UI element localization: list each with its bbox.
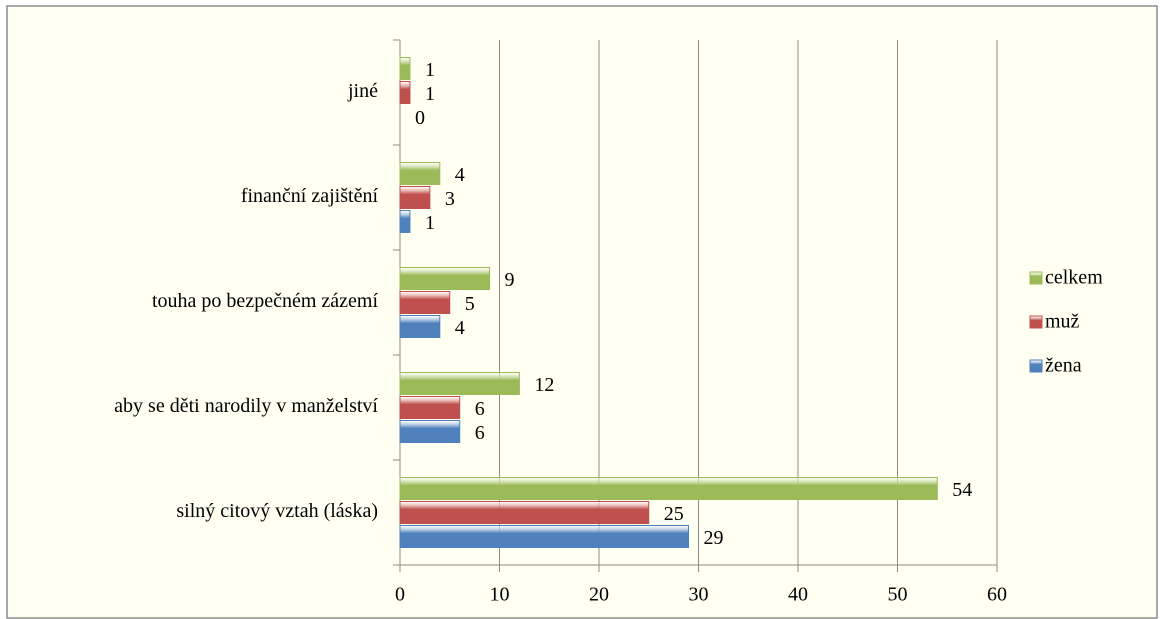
legend-swatch: [1029, 315, 1043, 329]
y-tick-label: jiné: [347, 80, 378, 102]
data-label: 6: [475, 398, 485, 420]
data-label: 6: [475, 422, 485, 444]
bar: [399, 57, 411, 80]
legend-label: žena: [1045, 355, 1082, 377]
data-label: 4: [455, 164, 465, 186]
data-label: 3: [445, 188, 455, 210]
bar: [399, 267, 491, 290]
data-label: 54: [952, 479, 972, 501]
bar: [399, 162, 441, 185]
data-label: 9: [505, 269, 515, 291]
x-tick-label: 40: [788, 584, 808, 606]
data-label: 1: [425, 212, 435, 234]
legend-swatch: [1029, 271, 1043, 285]
bar: [399, 291, 451, 314]
bar: [399, 372, 520, 395]
bar: [399, 315, 441, 338]
bar: [399, 477, 938, 500]
data-label: 1: [425, 59, 435, 81]
data-label: 5: [465, 293, 475, 315]
y-tick-label: silný citový vztah (láska): [176, 500, 378, 522]
data-label: 0: [415, 107, 425, 129]
data-label: 29: [704, 527, 724, 549]
y-tick-label: touha po bezpečném zázemí: [152, 290, 378, 312]
data-label: 1: [425, 83, 435, 105]
legend-swatch: [1029, 359, 1043, 373]
data-label: 25: [664, 503, 684, 525]
x-tick-label: 0: [395, 584, 405, 606]
bar: [399, 81, 411, 104]
bar: [399, 396, 461, 419]
bar: [399, 186, 431, 209]
bar: [399, 525, 690, 548]
legend-label: muž: [1045, 311, 1080, 333]
x-tick-label: 50: [888, 584, 908, 606]
x-tick-label: 60: [987, 584, 1007, 606]
x-tick-label: 30: [689, 584, 709, 606]
bar: [399, 210, 411, 233]
data-label: 4: [455, 317, 465, 339]
data-label: 12: [534, 374, 554, 396]
y-tick-label: finanční zajištění: [241, 185, 379, 207]
bar: [399, 501, 650, 524]
bar: [399, 420, 461, 443]
legend-label: celkem: [1045, 267, 1103, 289]
x-tick-label: 20: [589, 584, 609, 606]
y-tick-label: aby se děti narodily v manželství: [114, 395, 378, 417]
x-tick-label: 10: [490, 584, 510, 606]
